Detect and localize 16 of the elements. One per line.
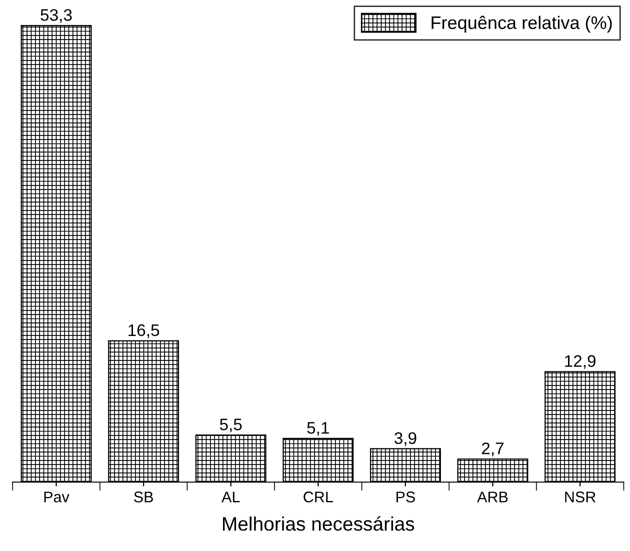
x-tick-label: AL (222, 492, 240, 502)
data-label: 2,7 (482, 442, 504, 456)
x-tick-label: PS (396, 492, 415, 502)
data-label: 12,9 (565, 355, 596, 369)
x-tick-label: NSR (565, 492, 596, 502)
x-tick-label: Pav (44, 492, 70, 502)
data-label: 5,1 (307, 422, 329, 436)
x-tick-label: SB (134, 492, 153, 502)
x-tick-label: ARB (477, 492, 508, 502)
data-label: 53,3 (40, 9, 72, 23)
legend-label: Frequênca relativa (%) (432, 16, 612, 33)
data-label: 5,5 (220, 418, 242, 432)
data-label: 3,9 (394, 432, 416, 446)
data-label: 16,5 (128, 324, 160, 338)
x-tick-label: CRL (304, 492, 333, 502)
x-axis-title: Melhorias necessárias (223, 516, 414, 531)
